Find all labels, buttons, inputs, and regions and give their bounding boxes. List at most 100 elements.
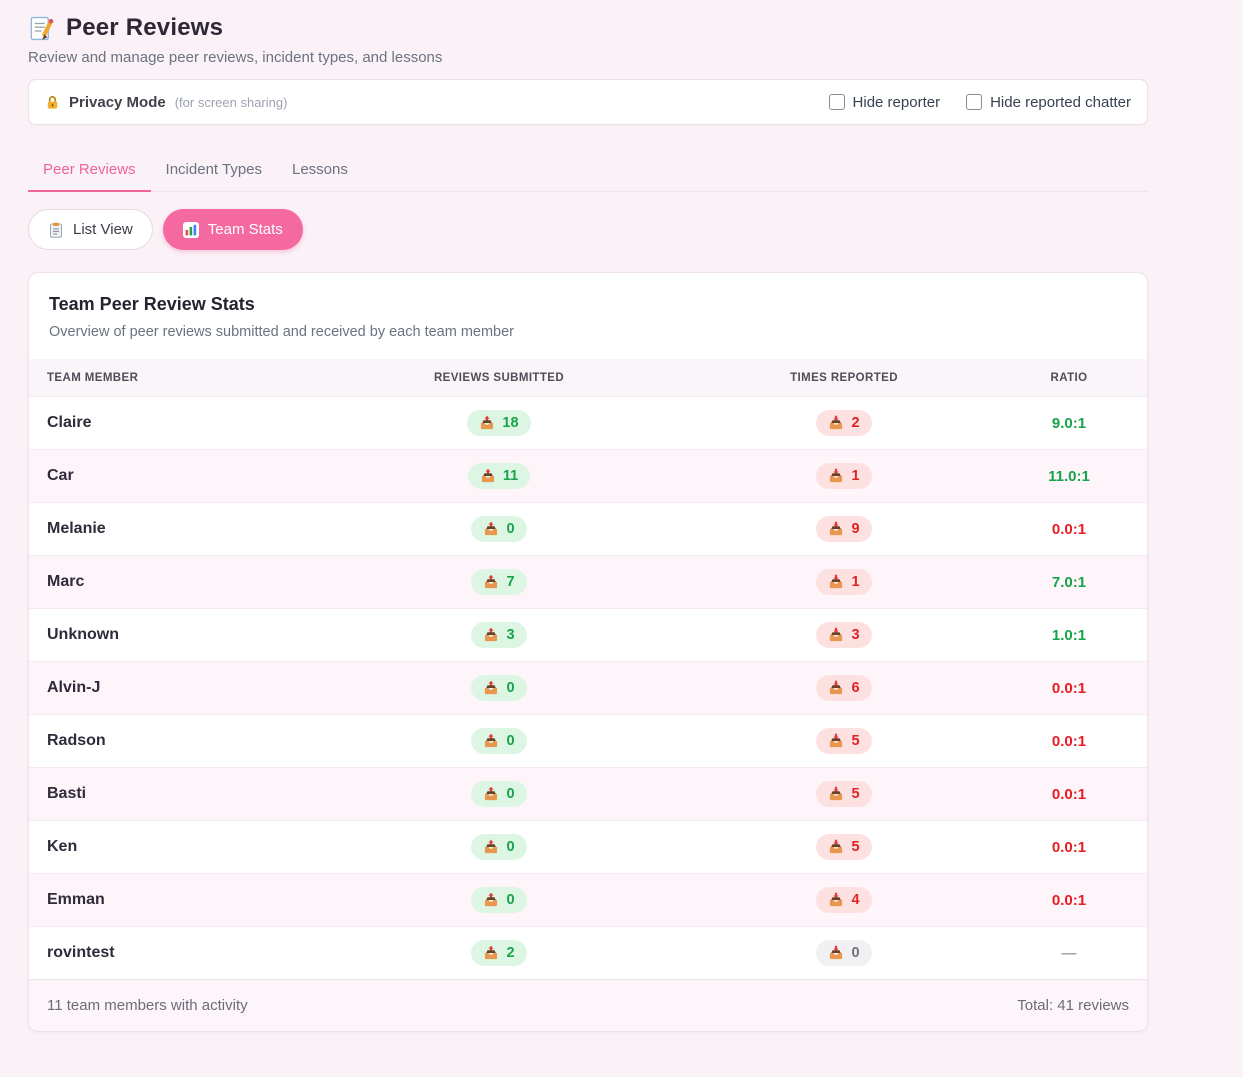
reported-badge: 6 [816, 675, 872, 701]
ratio-value: 0.0:1 [1051, 838, 1087, 856]
reported-count: 5 [851, 786, 860, 802]
table-row: Marc 7 [29, 555, 1147, 608]
reported-badge: 9 [816, 516, 872, 542]
submitted-badge: 18 [467, 410, 531, 436]
submitted-badge: 0 [471, 728, 527, 754]
ratio-value: — [1061, 944, 1077, 962]
submitted-count: 0 [506, 680, 515, 696]
list-view-button[interactable]: List View [28, 209, 153, 250]
reported-cell: 9 [679, 516, 1009, 542]
submitted-badge: 3 [471, 622, 527, 648]
column-header-reviews-submitted: REVIEWS SUBMITTED [433, 371, 565, 384]
submitted-count: 0 [506, 521, 515, 537]
table-row: Unknown 3 [29, 608, 1147, 661]
reported-count: 2 [851, 415, 860, 431]
member-name: Ken [47, 838, 78, 855]
table-row: Basti 0 [29, 767, 1147, 820]
clipboard-icon [48, 222, 64, 238]
table-row: Ken 0 [29, 820, 1147, 873]
page-header: Peer Reviews [28, 14, 1148, 42]
table-row: Claire 18 [29, 396, 1147, 449]
ratio-value: 9.0:1 [1051, 414, 1087, 432]
submitted-badge: 7 [471, 569, 527, 595]
tab-incident-types[interactable]: Incident Types [165, 161, 262, 178]
member-name: Claire [47, 414, 92, 431]
outbox-tray-icon [483, 680, 499, 696]
privacy-mode-bar: Privacy Mode (for screen sharing) Hide r… [28, 79, 1148, 125]
reported-badge: 0 [816, 940, 872, 966]
inbox-tray-icon [828, 945, 844, 961]
reported-badge: 2 [816, 410, 872, 436]
hide-reporter-option[interactable]: Hide reporter [828, 93, 941, 111]
member-name: Alvin-J [47, 679, 101, 696]
outbox-tray-icon [483, 892, 499, 908]
hide-reporter-checkbox[interactable] [828, 94, 845, 110]
card-subtitle: Overview of peer reviews submitted and r… [49, 324, 515, 340]
card-title: Team Peer Review Stats [49, 294, 255, 314]
reported-badge: 1 [816, 569, 872, 595]
hide-reported-chatter-option[interactable]: Hide reported chatter [966, 94, 1131, 111]
reported-count: 4 [851, 892, 860, 908]
tab-bar: Peer Reviews Incident Types Lessons [28, 152, 1148, 192]
reported-badge: 5 [816, 781, 872, 807]
submitted-cell: 0 [319, 781, 679, 807]
submitted-badge: 11 [467, 463, 531, 489]
inbox-tray-icon [828, 574, 844, 590]
ratio-value: 11.0:1 [1048, 467, 1090, 485]
submitted-cell: 0 [319, 834, 679, 860]
submitted-count: 0 [506, 839, 515, 855]
inbox-tray-icon [828, 892, 844, 908]
submitted-cell: 2 [319, 940, 679, 966]
table-row: Radson 0 [29, 714, 1147, 767]
submitted-count: 11 [502, 468, 519, 484]
reported-badge: 4 [816, 887, 872, 913]
reported-cell: 3 [679, 622, 1009, 648]
submitted-count: 3 [506, 627, 515, 643]
page-container: Peer Reviews Review and manage peer revi… [28, 14, 1148, 1032]
reported-count: 1 [851, 468, 860, 484]
ratio-value: 7.0:1 [1051, 573, 1087, 591]
privacy-mode-options: Hide reporter Hide reported chatter [828, 93, 1131, 111]
inbox-tray-icon [828, 468, 844, 484]
table-row: Melanie 0 [29, 502, 1147, 555]
reported-badge: 5 [816, 834, 872, 860]
submitted-count: 0 [506, 892, 515, 908]
ratio-value: 0.0:1 [1051, 520, 1087, 538]
submitted-cell: 0 [319, 728, 679, 754]
table-row: rovintest 2 [29, 926, 1147, 979]
submitted-cell: 0 [319, 516, 679, 542]
submitted-cell: 3 [319, 622, 679, 648]
reported-badge: 3 [816, 622, 872, 648]
table-row: Alvin-J 0 [29, 661, 1147, 714]
submitted-cell: 7 [319, 569, 679, 595]
reported-count: 5 [851, 839, 860, 855]
table-footer: 11 team members with activity Total: 41 … [29, 979, 1147, 1031]
submitted-badge: 0 [471, 516, 527, 542]
hide-reporter-label: Hide reporter [852, 93, 941, 111]
submitted-count: 2 [506, 945, 515, 961]
tab-lessons[interactable]: Lessons [292, 161, 348, 178]
tab-peer-reviews[interactable]: Peer Reviews [28, 152, 151, 192]
privacy-mode-left: Privacy Mode (for screen sharing) [45, 94, 287, 111]
inbox-tray-icon [828, 786, 844, 802]
reported-cell: 6 [679, 675, 1009, 701]
hide-reported-chatter-checkbox[interactable] [966, 94, 983, 110]
outbox-tray-icon [483, 627, 499, 643]
member-name: Emman [47, 891, 105, 908]
outbox-tray-icon [479, 415, 495, 431]
outbox-tray-icon [483, 521, 499, 537]
ratio-value: 1.0:1 [1051, 626, 1087, 644]
hide-reported-chatter-label: Hide reported chatter [990, 93, 1131, 111]
reported-count: 3 [851, 627, 860, 643]
lock-icon [45, 95, 60, 110]
member-name: Unknown [47, 626, 119, 643]
page-subtitle: Review and manage peer reviews, incident… [28, 49, 443, 66]
submitted-cell: 0 [319, 887, 679, 913]
memo-icon [28, 15, 55, 42]
member-name: Radson [47, 732, 106, 749]
team-stats-label: Team Stats [207, 221, 283, 238]
reported-badge: 1 [816, 463, 872, 489]
footer-total-reviews: Total: 41 reviews [1017, 997, 1129, 1014]
team-stats-button[interactable]: Team Stats [162, 209, 303, 250]
submitted-cell: 18 [319, 410, 679, 436]
